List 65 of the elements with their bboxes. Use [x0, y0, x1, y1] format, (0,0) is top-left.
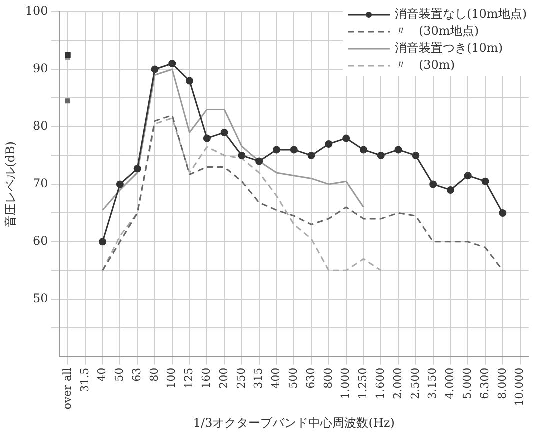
x-tick-label: 6.300 [478, 368, 492, 400]
y-tick-label: 60 [33, 234, 48, 248]
x-tick-label: 5.000 [460, 368, 474, 400]
x-tick-label: 1.600 [374, 368, 387, 400]
x-tick-label: 4.000 [444, 368, 457, 400]
x-tick-label: 800 [322, 368, 335, 389]
point [430, 180, 438, 188]
point [186, 77, 194, 85]
legend-label: 消音装置なし(10m地点) [394, 6, 527, 23]
x-tick-label: 3.150 [426, 368, 440, 400]
x-tick-label: 160 [200, 368, 214, 389]
line-series [102, 118, 382, 272]
point [377, 152, 385, 160]
point [308, 152, 316, 160]
x-tick-label: 10.000 [513, 368, 526, 406]
point [464, 172, 472, 180]
legend-label: 〃 (30m) [394, 57, 455, 74]
x-tick-label: 400 [270, 368, 283, 389]
point [360, 146, 368, 154]
point [446, 186, 454, 194]
x-tick-label: 2.500 [408, 368, 422, 400]
y-tick-label: 100 [25, 4, 48, 18]
x-tick-label: 63 [130, 368, 144, 382]
point [482, 178, 490, 186]
x-tick-label: 1.250 [356, 368, 370, 400]
x-tick-label: 125 [182, 368, 196, 389]
point [499, 209, 507, 217]
x-tick-label: over all [60, 367, 74, 410]
point [273, 146, 281, 154]
point [256, 158, 264, 166]
point [394, 146, 402, 154]
point [99, 238, 107, 246]
x-tick-label: 40 [96, 368, 109, 382]
y-tick-label: 50 [33, 292, 48, 306]
x-axis-title: 1/3オクターブバンド中心周波数(Hz) [193, 416, 395, 430]
point [220, 128, 228, 136]
point [325, 140, 333, 148]
x-tick-label: 200 [217, 368, 230, 389]
point [238, 152, 246, 160]
y-tick-label: 80 [33, 119, 48, 134]
x-tick-label: 80 [148, 368, 161, 382]
legend-label: 〃 (30m地点) [394, 23, 479, 40]
point [412, 152, 420, 160]
y-tick-label: 70 [33, 176, 48, 191]
x-tick-label: 1.000 [339, 368, 352, 400]
y-axis-title: 音圧レベル(dB) [3, 142, 18, 228]
x-tick-label: 100 [165, 368, 178, 389]
point [203, 134, 211, 142]
x-tick-label: 2.000 [391, 368, 404, 400]
point [151, 66, 159, 74]
x-tick-label: 50 [113, 368, 126, 382]
x-tick-label: 250 [234, 368, 248, 389]
x-tick-label: 315 [252, 368, 266, 389]
x-tick-label: 630 [304, 368, 318, 389]
point [290, 146, 298, 154]
point [168, 60, 176, 68]
legend-label: 消音装置つき(10m) [394, 40, 503, 57]
y-tick-label: 90 [33, 62, 48, 76]
point [116, 180, 124, 188]
point [134, 165, 142, 173]
x-tick-label: 500 [287, 368, 300, 389]
point [65, 98, 71, 104]
point [342, 134, 350, 142]
x-tick-label: 31.5 [78, 368, 92, 392]
x-tick-label: 8.000 [496, 368, 509, 400]
